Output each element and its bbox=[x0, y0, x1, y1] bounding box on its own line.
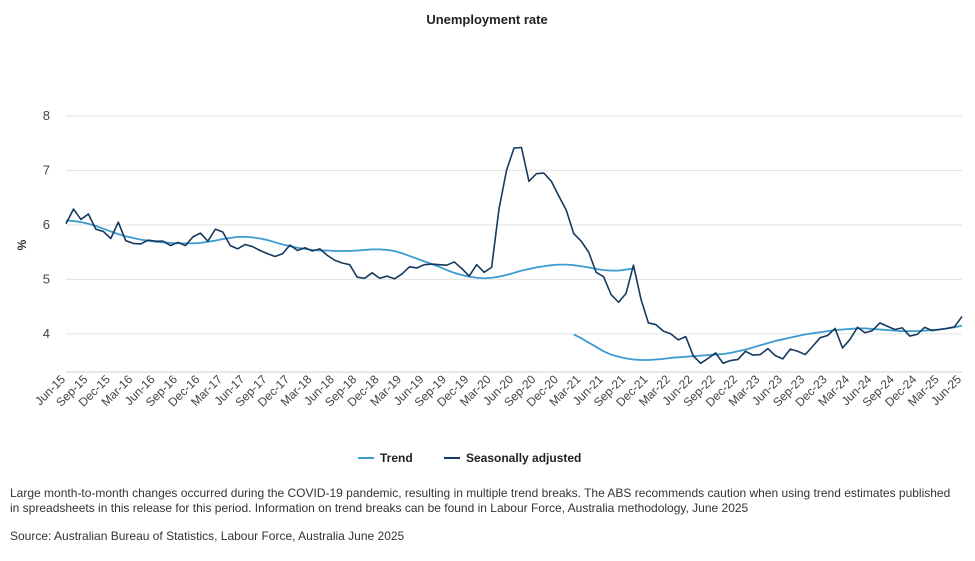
x-axis-ticks: Jun-15Sep-15Dec-15Mar-16Jun-16Sep-16Dec-… bbox=[32, 372, 964, 409]
legend-trend-label: Trend bbox=[380, 451, 413, 465]
chart-source: Source: Australian Bureau of Statistics,… bbox=[10, 529, 405, 543]
chart-note: Large month-to-month changes occurred du… bbox=[10, 486, 951, 515]
y-tick-label: 5 bbox=[43, 271, 50, 286]
legend-seasonally-adjusted-label: Seasonally adjusted bbox=[466, 451, 581, 465]
series-line-segment bbox=[65, 146, 963, 365]
unemployment-chart: Unemployment rate 4 5 6 7 8 % Jun-15Sep-15De… bbox=[15, 12, 964, 465]
y-tick-label: 4 bbox=[43, 326, 50, 341]
y-tick-label: 7 bbox=[43, 162, 50, 177]
y-tick-label: 6 bbox=[43, 217, 50, 232]
chart-title: Unemployment rate bbox=[426, 12, 547, 27]
legend: Trend Seasonally adjusted bbox=[358, 451, 581, 465]
series-line-segment bbox=[573, 324, 963, 361]
y-tick-label: 8 bbox=[43, 108, 50, 123]
series-seasonally-adjusted bbox=[65, 146, 963, 365]
series-layer bbox=[65, 146, 963, 365]
y-axis-label: % bbox=[15, 239, 29, 250]
series-trend bbox=[65, 219, 963, 361]
y-axis-ticks: 4 5 6 7 8 bbox=[43, 108, 50, 341]
chart-grid bbox=[66, 115, 962, 373]
series-line-segment bbox=[65, 219, 634, 280]
